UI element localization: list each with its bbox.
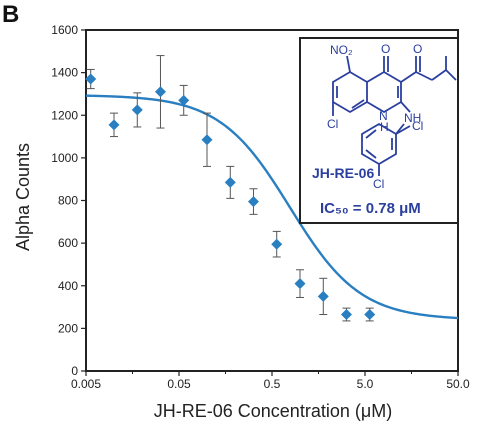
diamond-marker [271, 238, 283, 250]
y-axis-title: Alpha Counts [13, 143, 33, 251]
diamond-marker [178, 94, 190, 106]
y-tick-label: 1200 [51, 108, 78, 122]
data-point [131, 92, 143, 128]
data-point [364, 307, 376, 322]
x-tick-label: 0.5 [264, 377, 281, 391]
y-tick-label: 800 [58, 194, 78, 208]
y-tick-label: 0 [71, 364, 78, 378]
diamond-marker [201, 134, 213, 146]
label-acyl-oxygen: O [413, 42, 422, 56]
label-cl-para: Cl [373, 177, 384, 191]
inset-frame [299, 37, 459, 224]
y-tick-label: 200 [58, 321, 78, 335]
y-axis-ticks: 0 200 400 600 800 1000 1200 1400 1600 [51, 23, 86, 378]
diamond-marker [247, 196, 259, 208]
y-tick-label: 1400 [51, 66, 78, 80]
x-tick-label: 5.0 [357, 377, 374, 391]
x-axis-ticks: 0.005 0.05 0.5 5.0 50.0 [71, 371, 470, 391]
ic50-label: IC₅₀ = 0.78 μM [320, 200, 421, 217]
data-point [108, 112, 120, 138]
diamond-marker [294, 278, 306, 290]
x-tick-label: 0.005 [71, 377, 101, 391]
label-c4-oxygen: O [381, 42, 390, 56]
data-point [317, 277, 329, 316]
x-axis-title: JH-RE-06 Concentration (μM) [154, 401, 392, 421]
label-ring-n: N [379, 109, 388, 123]
panel-label: B [2, 1, 19, 28]
molecule-bonds [332, 55, 457, 176]
diamond-marker [108, 119, 120, 131]
diamond-marker [224, 176, 236, 188]
data-point [178, 84, 190, 116]
data-point [294, 269, 306, 298]
diamond-marker [85, 73, 97, 85]
x-tick-label: 50.0 [446, 377, 470, 391]
x-tick-label: 0.05 [167, 377, 191, 391]
label-nh: NH [404, 111, 421, 125]
structure-inset: NO₂ O O Cl N H NH Cl Cl JH-RE-06 [299, 37, 459, 224]
label-no2: NO₂ [330, 43, 353, 57]
diamond-marker [154, 86, 166, 98]
y-tick-label: 400 [58, 279, 78, 293]
fit-curve [85, 94, 459, 320]
data-point [154, 55, 166, 129]
compound-name: JH-RE-06 [312, 165, 374, 181]
diamond-marker [317, 290, 329, 302]
data-point [224, 165, 236, 199]
diamond-marker [131, 104, 143, 116]
y-tick-label: 1000 [51, 151, 78, 165]
data-point [247, 188, 259, 215]
data-point [201, 112, 213, 167]
y-tick-label: 1600 [51, 23, 78, 37]
diamond-marker [364, 309, 376, 321]
label-ring-h: H [380, 120, 389, 134]
diamond-marker [340, 309, 352, 321]
data-point [271, 230, 283, 258]
data-point [85, 68, 97, 90]
label-cl-ring: Cl [327, 117, 338, 131]
data-point [340, 307, 352, 322]
label-cl-ortho: Cl [412, 119, 423, 133]
y-tick-label: 600 [58, 236, 78, 250]
